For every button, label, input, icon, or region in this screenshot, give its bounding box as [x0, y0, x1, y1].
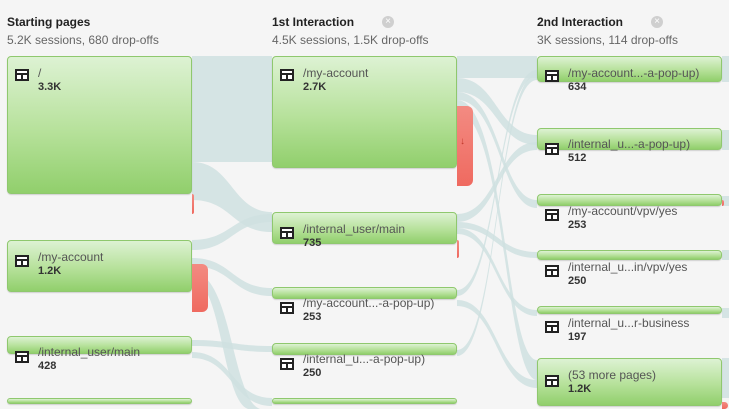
page-layout-icon	[545, 375, 559, 387]
flow-node[interactable]: /internal_u...-a-pop-up) 250	[272, 343, 457, 379]
node-count: 735	[303, 237, 322, 249]
flow-link	[457, 70, 537, 296]
flow-node[interactable]: /internal_user/main 735	[272, 212, 457, 249]
flow-node[interactable]: (53 more pages) 1.2K	[537, 358, 722, 406]
remove-step-button[interactable]: ×	[651, 16, 663, 28]
flow-link	[722, 196, 729, 206]
column-title: 2nd Interaction	[537, 15, 624, 29]
node-count: 1.2K	[38, 265, 62, 277]
column-header-first: 1st Interaction 4.5K sessions, 1.5K drop…	[272, 14, 429, 49]
page-layout-icon	[280, 227, 294, 239]
dropoff-bar[interactable]	[192, 264, 208, 312]
column-header-starting: Starting pages 5.2K sessions, 680 drop-o…	[7, 14, 159, 49]
page-layout-icon	[545, 70, 559, 82]
flow-link	[457, 300, 537, 388]
page-layout-icon	[545, 143, 559, 155]
column-header-second: 2nd Interaction 3K sessions, 114 drop-of…	[537, 14, 678, 49]
dropoff-bar[interactable]: ↓	[457, 106, 473, 186]
flow-link	[722, 308, 729, 318]
node-label: /my-account/vpv/yes	[568, 204, 678, 218]
flow-link	[457, 78, 537, 145]
flow-link	[192, 258, 272, 296]
page-layout-icon	[545, 321, 559, 333]
dropoff-bar[interactable]	[722, 402, 728, 409]
node-label: /internal_u...in/vpv/yes	[568, 260, 688, 274]
flow-node[interactable]: /my-account/vpv/yes 253	[537, 194, 722, 231]
flow-link	[192, 214, 272, 250]
node-label: /my-account	[303, 66, 369, 80]
dropoff-bar[interactable]	[722, 200, 724, 206]
remove-step-button[interactable]: ×	[382, 16, 394, 28]
node-count: 250	[303, 367, 322, 379]
flow-node[interactable]: /my-account 2.7K	[272, 56, 457, 168]
page-layout-icon	[280, 69, 294, 81]
flow-link	[722, 358, 729, 398]
node-count: 197	[568, 331, 587, 343]
column-stats: 4.5K sessions, 1.5K drop-offs	[272, 33, 429, 47]
flow-link	[192, 56, 272, 162]
node-label: /internal_user/main	[38, 345, 141, 359]
column-title: Starting pages	[7, 15, 91, 29]
node-count: 2.7K	[303, 81, 327, 93]
flow-link	[722, 250, 729, 260]
node-label: /	[38, 66, 42, 80]
flow-link	[457, 74, 537, 356]
flow-node[interactable]	[272, 398, 457, 404]
flow-node[interactable]: /internal_u...-a-pop-up) 512	[537, 128, 722, 164]
flow-link	[192, 272, 260, 409]
dropoff-bar[interactable]	[192, 194, 194, 214]
page-layout-icon	[280, 358, 294, 370]
node-label: /my-account...-a-pop-up)	[303, 296, 435, 310]
node-label: /internal_user/main	[303, 222, 406, 236]
node-count: 634	[568, 81, 587, 93]
flow-node[interactable]: / 3.3K	[7, 56, 192, 194]
node-label: /my-account...-a-pop-up)	[568, 66, 700, 80]
dropoff-bar[interactable]	[457, 240, 459, 258]
flow-node[interactable]	[7, 398, 192, 404]
flow-node[interactable]: /internal_user/main 428	[7, 336, 192, 372]
flow-link	[457, 222, 537, 258]
node-count: 253	[568, 219, 587, 231]
flow-node[interactable]: /my-account...-a-pop-up) 253	[272, 287, 457, 323]
flow-link	[457, 228, 537, 316]
column-stats: 5.2K sessions, 680 drop-offs	[7, 33, 159, 47]
page-layout-icon	[280, 302, 294, 314]
column-stats: 3K sessions, 114 drop-offs	[537, 33, 678, 47]
page-layout-icon	[545, 265, 559, 277]
node-label: /internal_u...-a-pop-up)	[303, 352, 426, 366]
node-count: 512	[568, 152, 587, 164]
node-count: 3.3K	[38, 81, 62, 93]
node-label: /my-account	[38, 250, 104, 264]
page-layout-icon	[15, 255, 29, 267]
node-count: 250	[568, 275, 587, 287]
node-count: 253	[303, 311, 322, 323]
node-label: /internal_u...-a-pop-up)	[568, 137, 691, 151]
flow-node[interactable]: /my-account...-a-pop-up) 634	[537, 56, 722, 93]
flow-link	[192, 162, 272, 232]
node-count: 428	[38, 360, 57, 372]
flow-node[interactable]: /internal_u...in/vpv/yes 250	[537, 250, 722, 287]
page-layout-icon	[15, 69, 29, 81]
page-layout-icon	[545, 209, 559, 221]
dropoff-arrow-icon: ↓	[460, 136, 465, 147]
flow-node[interactable]: /internal_u...r-business 197	[537, 306, 722, 343]
node-count: 1.2K	[568, 383, 592, 395]
flow-link	[722, 130, 729, 150]
column-title: 1st Interaction	[272, 15, 355, 29]
page-layout-icon	[15, 351, 29, 363]
node-label: /internal_u...r-business	[568, 316, 690, 330]
flow-link	[457, 56, 537, 78]
flow-link	[722, 56, 729, 82]
node-label: (53 more pages)	[568, 368, 657, 382]
flow-node[interactable]: /my-account 1.2K	[7, 240, 192, 292]
